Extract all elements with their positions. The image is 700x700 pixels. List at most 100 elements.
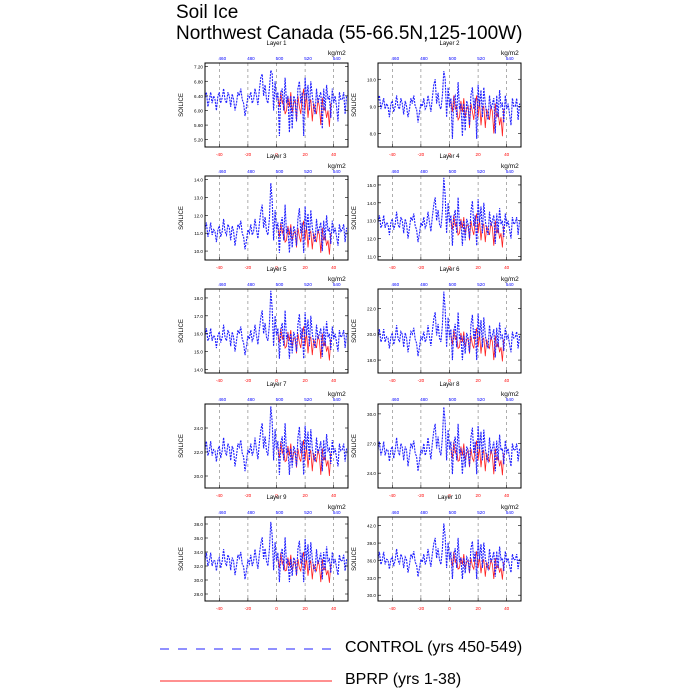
layer4-title: Layer 4: [439, 154, 460, 160]
layer3-top-tick-label: 520: [304, 169, 312, 174]
layer9-xtick-label: 20: [303, 606, 309, 611]
layer3-units: kg/m2: [328, 163, 346, 170]
layer8-xtick-label: 0: [448, 493, 451, 498]
layer5-top-tick-label: 460: [218, 282, 226, 287]
layer5-top-tick-label: 540: [333, 282, 341, 287]
layer4-ylabel: SOILICE: [352, 206, 358, 230]
layer9-ytick-label: 30.0: [194, 578, 203, 583]
layer9-ytick-label: 28.0: [194, 592, 203, 597]
layer8-top-tick-label: 480: [420, 397, 428, 402]
layer4-ytick-label: 15.0: [367, 183, 376, 188]
layer3-ytick-label: 10.0: [194, 249, 203, 254]
layer6-ylabel: SOILICE: [352, 319, 358, 343]
layer2-top-tick-label: 460: [391, 56, 399, 61]
layer6-xtick-label: 40: [504, 378, 510, 383]
layer5-title: Layer 5: [266, 267, 287, 273]
layer5-top-tick-label: 480: [247, 282, 255, 287]
layer5-ytick-label: 15.0: [194, 350, 203, 355]
page-subtitle: Northwest Canada (55-66.5N,125-100W): [176, 23, 523, 44]
layer7-top-tick-label: 500: [276, 397, 284, 402]
layer1-plot: 5.20 5.60 6.00 6.40 6.80 7.20 -40 -20 0 20 40 460 48…: [179, 56, 349, 157]
layer1-xtick-label: -40: [216, 152, 223, 157]
layer6-title: Layer 6: [439, 267, 460, 273]
layer7-xtick-label: -20: [245, 493, 252, 498]
layer6-ytick-label: 18.0: [367, 358, 376, 363]
layer7-xtick-label: -40: [216, 493, 223, 498]
layer10-plot: 30.0 33.0 36.0 39.0 42.0 -40 -20 0 20 40 460 480 500…: [352, 510, 522, 611]
layer9-top-tick-label: 460: [218, 510, 226, 515]
layer10-ytick-label: 42.0: [367, 524, 376, 529]
layer3-ytick-label: 14.0: [194, 178, 203, 183]
layer8-top-tick-label: 520: [477, 397, 485, 402]
layer6-xtick-label: -40: [389, 378, 396, 383]
layer10-title: Layer 10: [437, 495, 462, 501]
layer2-control-line: [377, 71, 521, 139]
layer9-ytick-label: 34.0: [194, 550, 203, 555]
layer2-ylabel: SOILICE: [352, 93, 358, 117]
layer8-ytick-label: 27.0: [367, 442, 376, 447]
layer7-xtick-label: 40: [331, 493, 337, 498]
layer6-control-line: [377, 291, 521, 361]
layer4-top-tick-label: 540: [506, 169, 514, 174]
layer3-xtick-label: -20: [245, 265, 252, 270]
layer7-xtick-label: 20: [303, 493, 309, 498]
layer9-ytick-label: 32.0: [194, 564, 203, 569]
layer8-xtick-label: 20: [476, 493, 482, 498]
layer4-top-tick-label: 460: [391, 169, 399, 174]
layer10-xtick-label: 0: [448, 606, 451, 611]
layer1-xtick-label: 20: [303, 152, 309, 157]
layer10-bprp-line: [450, 551, 505, 580]
layer10-top-tick-label: 480: [420, 510, 428, 515]
layer9-top-tick-label: 520: [304, 510, 312, 515]
layer2-xtick-label: -20: [418, 152, 425, 157]
layer1-top-tick-label: 460: [218, 56, 226, 61]
page-title: Soil Ice: [176, 2, 239, 23]
layer1-xtick-label: 0: [275, 152, 278, 157]
layer3-xtick-label: 20: [303, 265, 309, 270]
layer3-bprp-line: [277, 220, 332, 255]
layer6-top-tick-label: 460: [391, 282, 399, 287]
layer4-top-tick-label: 520: [477, 169, 485, 174]
layer3-ytick-label: 11.0: [194, 231, 203, 236]
layer5-ytick-label: 18.0: [194, 296, 203, 301]
layer9-control-line: [204, 521, 348, 583]
layer2-top-tick-label: 540: [506, 56, 514, 61]
legend-swatches: [160, 648, 332, 682]
title-block: Soil Ice Northwest Canada (55-66.5N,125-…: [176, 2, 522, 44]
layer10-ytick-label: 33.0: [367, 576, 376, 581]
layer7-units: kg/m2: [328, 391, 346, 398]
layer1-top-tick-label: 540: [333, 56, 341, 61]
layer5-top-tick-label: 500: [276, 282, 284, 287]
layer6-plot: 18.0 20.0 22.0 -40 -20 0 20 40 460 480 500 520 540 SO…: [352, 282, 522, 383]
layer4-ytick-label: 11.0: [367, 254, 376, 259]
layer2-title: Layer 2: [439, 41, 460, 47]
layer5-control-line: [204, 290, 348, 359]
layer7-plot: 20.0 22.0 24.0 -40 -20 0 20 40 460 480 500 520 540 SO…: [179, 397, 349, 498]
layer9-xtick-label: 0: [275, 606, 278, 611]
layer9-top-tick-label: 480: [247, 510, 255, 515]
layer8-xtick-label: -20: [418, 493, 425, 498]
layer3-top-tick-label: 460: [218, 169, 226, 174]
layer10-xtick-label: 20: [476, 606, 482, 611]
layer7-ytick-label: 20.0: [194, 474, 203, 479]
layer7-top-tick-label: 520: [304, 397, 312, 402]
layer3-xtick-label: 40: [331, 265, 337, 270]
layer1-ytick-label: 5.20: [194, 138, 203, 143]
layer3-ylabel: SOILICE: [179, 206, 185, 230]
layer2-xtick-label: -40: [389, 152, 396, 157]
layer2-ytick-label: 8.0: [370, 131, 377, 136]
layer2-top-tick-label: 500: [449, 56, 457, 61]
layer1-xtick-label: 40: [331, 152, 337, 157]
layer1-title: Layer 1: [266, 41, 287, 47]
layer10-top-tick-label: 460: [391, 510, 399, 515]
layer8-xtick-label: 40: [504, 493, 510, 498]
layer8-top-tick-label: 460: [391, 397, 399, 402]
layer7-top-tick-label: 480: [247, 397, 255, 402]
layer3-top-tick-label: 500: [276, 169, 284, 174]
layer9-title: Layer 9: [266, 495, 287, 501]
layer9-ytick-label: 36.0: [194, 536, 203, 541]
layer1-top-tick-label: 480: [247, 56, 255, 61]
layer9-xtick-label: -40: [216, 606, 223, 611]
layer5-xtick-label: 0: [275, 378, 278, 383]
layer10-xtick-label: -20: [418, 606, 425, 611]
